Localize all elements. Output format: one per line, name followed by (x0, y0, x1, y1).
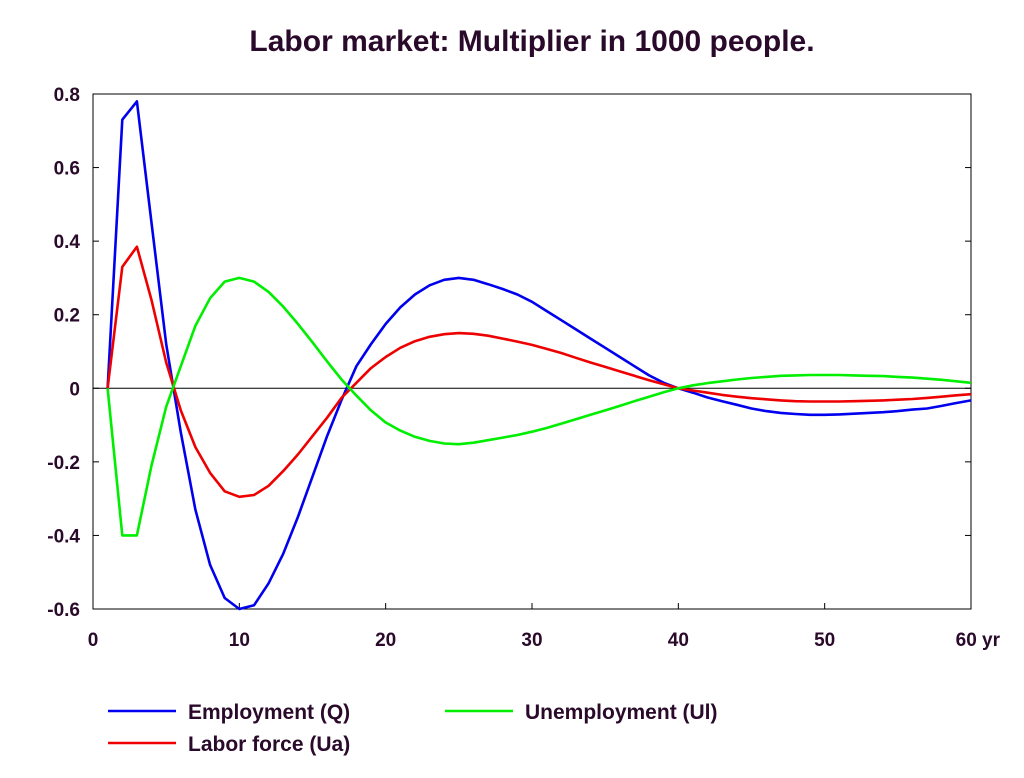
legend: Employment (Q) Labor force (Ua) Unemployme… (108, 701, 718, 756)
x-tick-label: 30 (521, 630, 542, 651)
y-tick-label: 0.6 (54, 159, 80, 180)
series-layer (106, 100, 972, 611)
legend-label-unemployment-ul: Unemployment (Ul) (525, 701, 718, 724)
y-tick-label: 0.8 (54, 85, 80, 106)
x-tick-label: 10 (229, 630, 250, 651)
x-tick-label: 50 (814, 630, 835, 651)
axes: 0.8 0.6 0.4 0.2 0 -0.2 -0.4 -0.6 0 10 20 30 40 50 60 y… (47, 85, 1000, 651)
y-tick-label: -0.4 (47, 526, 80, 547)
series-line-employment-q (106, 100, 972, 611)
y-tick-label: 0.2 (54, 306, 80, 327)
series-line-labor-force-ua (106, 245, 972, 499)
legend-label-employment-q: Employment (Q) (188, 701, 350, 724)
x-tick-label: 20 (375, 630, 396, 651)
chart-title: Labor market: Multiplier in 1000 people. (249, 25, 814, 58)
x-tick-label: 0 (88, 630, 99, 651)
y-tick-label: -0.6 (47, 600, 80, 621)
y-tick-label: -0.2 (47, 453, 80, 474)
x-tick-label: 40 (668, 630, 689, 651)
plot-frame (92, 93, 972, 610)
legend-label-labor-force-ua: Labor force (Ua) (188, 733, 350, 756)
y-tick-label: 0 (69, 379, 80, 400)
series-line-unemployment-ul (106, 276, 972, 537)
x-tick-label: 60 yr (956, 630, 1001, 651)
y-tick-label: 0.4 (54, 232, 81, 253)
